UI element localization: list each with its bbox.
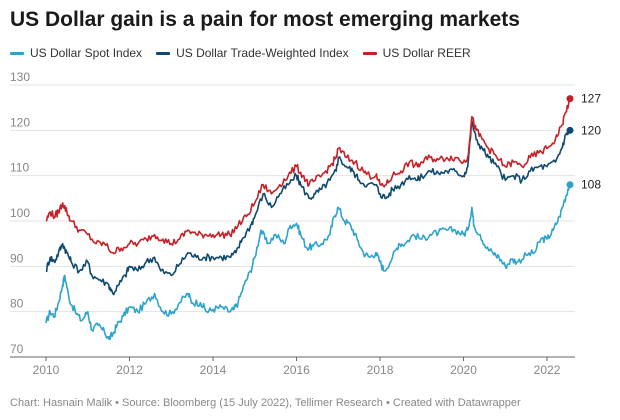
y-tick-label-70: 70 [10,342,24,356]
legend-item-trade-weighted: US Dollar Trade-Weighted Index [156,46,349,60]
legend-label-reer: US Dollar REER [382,46,471,60]
legend-label-trade-weighted: US Dollar Trade-Weighted Index [176,46,349,60]
legend-swatch-reer [362,51,377,55]
x-tick-label-2012: 2012 [116,363,143,377]
series-end-label-1: 120 [581,123,601,137]
y-tick-label-120: 120 [10,115,30,129]
legend-label-spot: US Dollar Spot Index [30,46,143,60]
y-tick-label-110: 110 [10,161,29,175]
chart-title: US Dollar gain is a pain for most emergi… [10,8,520,31]
legend-swatch-trade-weighted [156,51,171,55]
series-end-label-2: 127 [581,92,601,106]
y-tick-label-100: 100 [10,206,30,220]
y-tick-label-80: 80 [10,297,24,311]
x-tick-label-2018: 2018 [367,363,394,377]
x-tick-label-2022: 2022 [534,363,561,377]
x-tick-label-2016: 2016 [283,363,310,377]
legend-swatch-spot [10,51,24,55]
series-line-1 [45,120,571,296]
legend-item-reer: US Dollar REER [362,46,471,60]
legend: US Dollar Spot Index US Dollar Trade-Wei… [10,46,471,60]
series-line-0 [45,182,571,341]
x-tick-label-2010: 2010 [33,363,60,377]
series-line-2 [45,96,571,255]
chart-source: Chart: Hasnain Malik • Source: Bloomberg… [10,397,521,409]
legend-item-spot: US Dollar Spot Index [10,46,142,60]
x-tick-label-2020: 2020 [450,363,477,377]
x-tick-label-2014: 2014 [200,363,227,377]
y-tick-label-130: 130 [10,70,30,84]
y-tick-label-90: 90 [10,251,24,265]
series-end-point-2 [566,95,574,103]
series-end-point-1 [566,126,574,134]
series-end-label-0: 108 [581,178,601,192]
series-end-point-0 [566,181,574,189]
